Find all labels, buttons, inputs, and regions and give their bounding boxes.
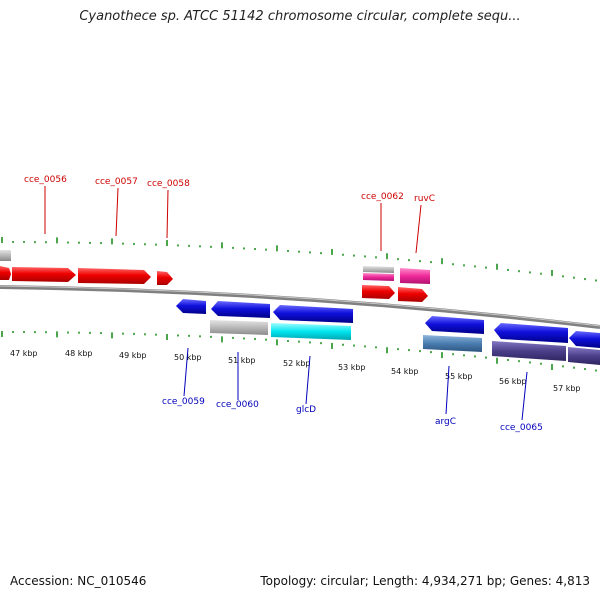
scale-label: 49 kbp [119, 351, 147, 360]
genome-summary-text: Topology: circular; Length: 4,934,271 bp… [260, 574, 590, 588]
gene-label[interactable]: ruvC [414, 194, 435, 204]
rrna-feature[interactable] [0, 250, 11, 261]
forward-scale-ticks [1, 237, 597, 282]
sequence-backbone-highlight [0, 285, 600, 327]
sequence-backbone [0, 285, 600, 329]
label-leader [305, 355, 311, 405]
gene-label[interactable]: cce_0058 [147, 179, 190, 189]
misc-feature[interactable] [271, 323, 351, 340]
reverse-scale-ticks [1, 331, 597, 372]
label-leader [115, 187, 119, 237]
gene-feature[interactable] [569, 331, 600, 348]
map-title: Cyanothece sp. ATCC 51142 chromosome cir… [79, 9, 521, 24]
scale-label: 52 kbp [283, 359, 311, 368]
misc-feature[interactable] [423, 335, 482, 352]
gene-feature[interactable] [273, 305, 353, 323]
scale-label: 48 kbp [65, 349, 93, 358]
label-leader [521, 371, 528, 421]
reverse-gene-labels: cce_0059 cce_0060 glcD argC cce_0065 [162, 347, 543, 433]
gene-label[interactable]: cce_0057 [95, 177, 138, 187]
gene-label[interactable]: cce_0065 [500, 423, 543, 433]
gene-label[interactable]: cce_0060 [216, 400, 259, 410]
gene-feature[interactable] [12, 267, 76, 282]
scale-label: 51 kbp [228, 356, 256, 365]
rrna-feature[interactable] [363, 266, 394, 273]
label-leader [415, 204, 422, 254]
scale-label: 57 kbp [553, 384, 581, 393]
gene-label[interactable]: cce_0059 [162, 397, 205, 407]
gene-label[interactable]: glcD [296, 405, 316, 415]
gene-feature[interactable] [425, 316, 484, 334]
gene-feature[interactable] [398, 287, 428, 302]
accession-text: Accession: NC_010546 [10, 574, 147, 588]
gene-feature[interactable] [494, 323, 568, 343]
scale-label: 55 kbp [445, 372, 473, 381]
trna-feature[interactable] [363, 273, 394, 281]
label-leader [183, 347, 189, 397]
label-leader [445, 365, 450, 415]
label-leader [166, 189, 169, 239]
gene-feature[interactable] [362, 285, 395, 299]
gene-feature[interactable] [157, 271, 173, 285]
scale-label: 50 kbp [174, 353, 202, 362]
forward-gene-labels: cce_0056 cce_0057 cce_0058 cce_0062 ruvC [24, 175, 435, 254]
gene-feature[interactable] [78, 268, 151, 284]
gene-feature[interactable] [176, 299, 206, 314]
scale-label: 56 kbp [499, 377, 527, 386]
reverse-strand-features [176, 299, 600, 365]
misc-feature[interactable] [568, 347, 600, 365]
forward-strand-features [0, 250, 430, 302]
trna-feature[interactable] [400, 268, 430, 284]
gene-feature[interactable] [0, 266, 11, 280]
gene-label[interactable]: cce_0056 [24, 175, 67, 185]
scale-label: 54 kbp [391, 367, 419, 376]
scale-label: 53 kbp [338, 363, 366, 372]
rrna-feature[interactable] [210, 320, 268, 335]
gene-label[interactable]: argC [435, 417, 456, 427]
scale-label: 47 kbp [10, 349, 38, 358]
scale-labels: 47 kbp 48 kbp 49 kbp 50 kbp 51 kbp 52 kb… [10, 349, 581, 393]
gene-feature[interactable] [211, 301, 270, 318]
gene-label[interactable]: cce_0062 [361, 192, 404, 202]
misc-feature[interactable] [492, 341, 566, 361]
